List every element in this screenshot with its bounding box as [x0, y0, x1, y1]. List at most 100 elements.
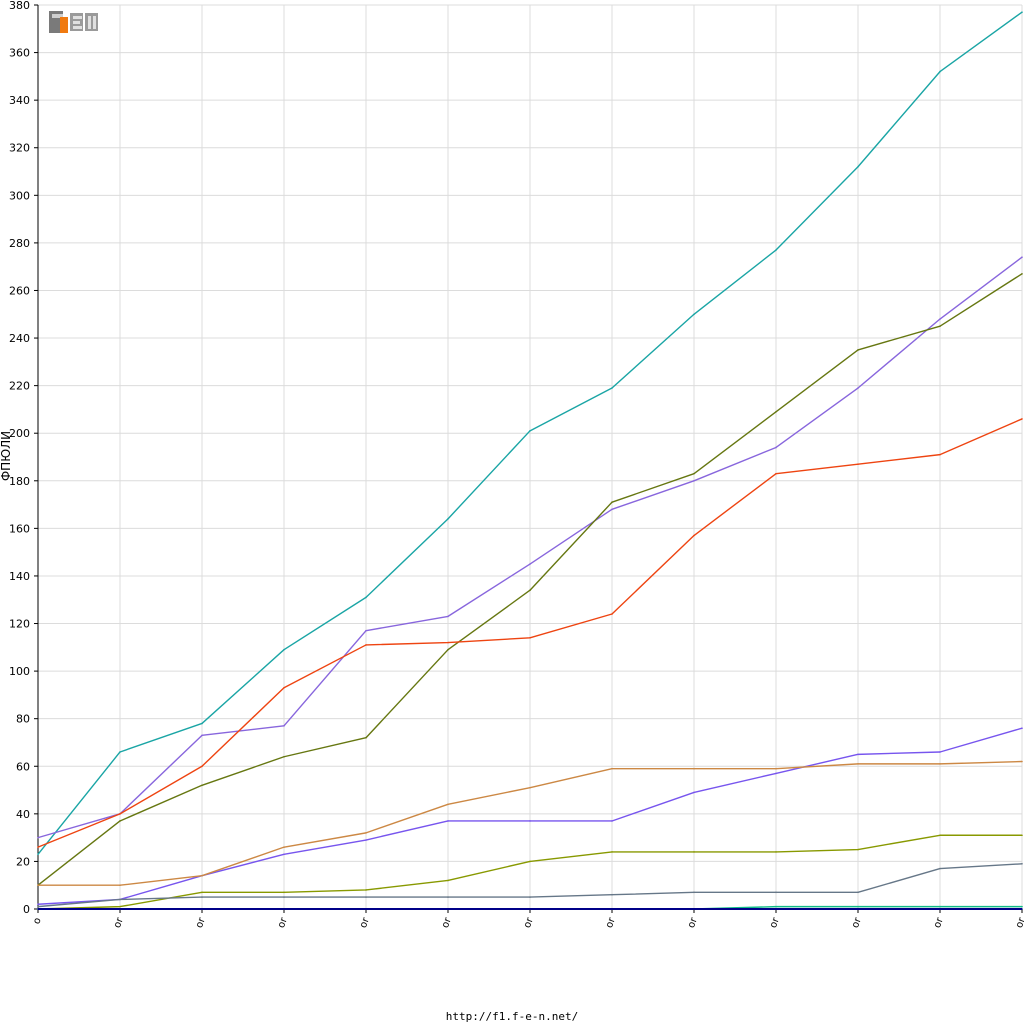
data-point — [529, 563, 531, 565]
series-4 — [37, 418, 1023, 848]
data-point — [857, 891, 859, 894]
data-point — [529, 430, 531, 432]
data-point — [119, 820, 121, 822]
data-point — [201, 784, 203, 787]
x-tick-label: or — [440, 915, 454, 929]
y-tick-label: 220 — [9, 380, 30, 393]
data-point — [365, 839, 367, 841]
data-point — [857, 753, 859, 756]
data-point — [611, 820, 613, 822]
data-point — [447, 820, 449, 822]
data-point — [693, 313, 695, 316]
y-tick-label: 260 — [9, 284, 30, 297]
data-point — [447, 615, 449, 618]
series-lines — [37, 11, 1023, 910]
data-point — [283, 755, 285, 758]
data-point — [1021, 256, 1023, 258]
x-tick-label: or — [686, 915, 700, 929]
y-tick-label: 80 — [16, 713, 30, 726]
data-point — [939, 834, 941, 837]
data-point — [775, 249, 777, 251]
data-point — [939, 70, 941, 73]
data-point — [775, 772, 777, 775]
data-point — [37, 836, 39, 839]
y-tick-label: 320 — [9, 142, 30, 155]
data-point — [365, 832, 367, 834]
footer-url: http://f1.f-e-n.net/ — [445, 1010, 579, 1023]
data-point — [365, 644, 367, 646]
data-point — [283, 725, 285, 727]
x-tick-label: or — [522, 915, 536, 929]
data-point — [201, 874, 203, 877]
data-point — [119, 751, 121, 753]
y-tick-label: 340 — [9, 94, 30, 107]
y-tick-label: 160 — [9, 522, 30, 535]
data-point — [119, 908, 121, 910]
data-point — [201, 891, 203, 894]
data-point — [37, 853, 39, 856]
y-tick-label: 300 — [9, 189, 30, 202]
data-point — [365, 896, 367, 898]
y-tick-label: 40 — [16, 808, 30, 821]
data-point — [447, 648, 449, 651]
x-tick-label: or — [850, 915, 864, 929]
data-point — [283, 846, 285, 848]
y-tick-label: 380 — [9, 0, 30, 12]
data-point — [529, 637, 531, 639]
data-point — [857, 763, 859, 765]
y-tick-label: 0 — [23, 903, 30, 916]
data-point — [611, 851, 613, 853]
data-point — [283, 648, 285, 651]
y-tick-label: 200 — [9, 427, 30, 440]
data-point — [119, 813, 121, 815]
data-point — [857, 165, 859, 168]
data-point — [365, 629, 367, 632]
data-point — [365, 736, 367, 739]
y-tick-label: 20 — [16, 855, 30, 868]
data-point — [775, 908, 777, 910]
data-point — [1021, 905, 1023, 908]
data-point — [283, 896, 285, 898]
data-point — [857, 908, 859, 910]
data-point — [283, 853, 285, 856]
grid — [37, 4, 1023, 910]
x-tick-label: or — [358, 915, 372, 929]
data-point — [119, 898, 121, 901]
axes — [34, 4, 1023, 913]
data-point — [365, 908, 367, 910]
data-point — [939, 325, 941, 327]
data-point — [529, 860, 531, 863]
y-tick-label: 180 — [9, 475, 30, 488]
y-tick-label: 60 — [16, 760, 30, 773]
data-point — [529, 589, 531, 592]
data-point — [283, 686, 285, 689]
data-point — [447, 896, 449, 898]
data-point — [529, 820, 531, 822]
data-point — [37, 884, 39, 887]
data-point — [529, 908, 531, 910]
x-tick-label: or — [1014, 915, 1024, 929]
data-point — [447, 518, 449, 520]
data-point — [857, 387, 859, 389]
data-point — [283, 891, 285, 894]
data-point — [775, 851, 777, 853]
x-tick-label: o — [31, 916, 43, 926]
data-point — [857, 349, 859, 351]
y-tick-label: 280 — [9, 237, 30, 250]
data-point — [1021, 273, 1023, 275]
data-point — [939, 763, 941, 765]
data-point — [775, 905, 777, 908]
data-point — [1021, 863, 1023, 865]
y-axis-label: ФПЮЛИ — [0, 431, 13, 481]
data-point — [365, 889, 367, 891]
data-point — [1021, 908, 1023, 910]
data-point — [693, 851, 695, 853]
data-point — [611, 893, 613, 896]
data-point — [37, 846, 39, 848]
data-point — [201, 896, 203, 898]
series-8 — [37, 863, 1023, 908]
tick-labels: 0 20 40 60 80 100 120 140 160 180 200 220 240 260 280 3… — [9, 0, 1024, 930]
data-point — [447, 879, 449, 882]
x-tick-label: or — [112, 915, 126, 929]
